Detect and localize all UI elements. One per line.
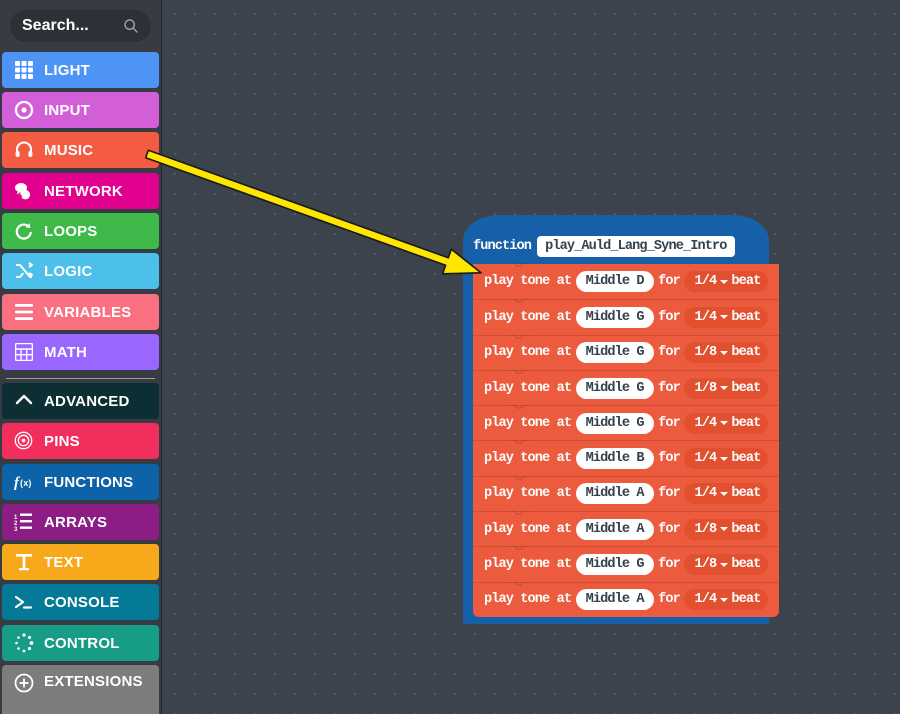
svg-text:(x): (x) (20, 478, 32, 488)
svg-text:3: 3 (14, 527, 18, 532)
